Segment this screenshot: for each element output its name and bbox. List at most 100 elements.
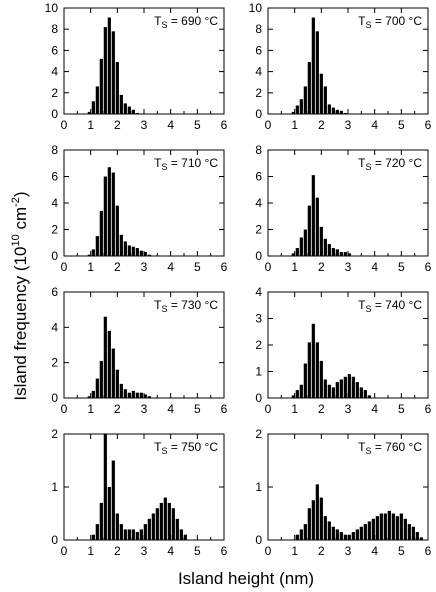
x-tick-label: 4 <box>371 260 378 274</box>
histogram-bar <box>311 17 315 114</box>
histogram-bar <box>135 392 139 398</box>
histogram-bar <box>99 58 103 114</box>
x-tick-label: 5 <box>194 544 201 558</box>
y-tick-label: 8 <box>51 22 58 36</box>
histogram-bar <box>139 250 143 256</box>
panel-temperature-label: TS = 740 °C <box>358 298 422 314</box>
histogram-bar <box>127 529 131 540</box>
x-tick-label: 4 <box>371 402 378 416</box>
histogram-bar <box>119 524 123 540</box>
histogram-bar <box>295 105 299 114</box>
histogram-bar <box>307 508 311 540</box>
histogram-panel: 0 1 2 3 4 5 6 0 1 2 3 4 TS = 740 °C <box>255 285 431 416</box>
histogram-bar <box>115 62 119 114</box>
y-axis-label-close: ) <box>11 191 30 197</box>
x-tick-label: 2 <box>114 260 121 274</box>
y-tick-label: 8 <box>255 143 262 157</box>
histogram-bar <box>107 487 111 540</box>
label-prefix: T <box>154 14 162 28</box>
label-value: = 720 °C <box>372 156 423 170</box>
y-tick-label: 2 <box>255 223 262 237</box>
histogram-bar <box>327 521 331 540</box>
x-tick-label: 6 <box>425 402 432 416</box>
x-tick-label: 5 <box>398 402 405 416</box>
y-tick-label: 2 <box>51 427 58 441</box>
histogram-bar <box>99 210 103 256</box>
histogram-bar <box>291 253 295 256</box>
histogram-bar <box>95 378 99 398</box>
y-tick-label: 4 <box>51 320 58 334</box>
panel-temperature-label: TS = 760 °C <box>358 440 422 456</box>
x-tick-label: 0 <box>61 260 68 274</box>
y-tick-label: 6 <box>255 43 262 57</box>
x-tick-label: 3 <box>345 544 352 558</box>
histogram-bar <box>143 252 147 256</box>
x-tick-label: 0 <box>61 544 68 558</box>
histogram-bar <box>175 518 179 540</box>
y-axis-label-exp: 10 <box>10 234 22 246</box>
histogram-bar <box>135 532 139 540</box>
x-tick-label: 2 <box>318 544 325 558</box>
histogram-bar <box>147 518 151 540</box>
histogram-bar <box>355 529 359 540</box>
histogram-bar <box>307 205 311 256</box>
x-tick-label: 1 <box>87 118 94 132</box>
histogram-bar <box>91 390 95 398</box>
histogram-bar <box>407 524 411 540</box>
x-tick-label: 4 <box>371 118 378 132</box>
label-subscript: S <box>161 446 167 456</box>
histogram-bar <box>147 396 151 398</box>
histogram-panel: 0 1 2 3 4 5 6 0 1 2 TS = 760 °C <box>255 427 431 558</box>
x-tick-label: 6 <box>221 544 228 558</box>
x-tick-label: 5 <box>194 260 201 274</box>
y-tick-label: 0 <box>51 107 58 121</box>
histogram-bar <box>315 197 319 256</box>
panel-temperature-label: TS = 720 °C <box>358 156 422 172</box>
y-axis-label-text: Island frequency (10 <box>11 247 30 401</box>
x-tick-label: 5 <box>194 118 201 132</box>
histogram-bar <box>339 379 343 398</box>
x-tick-label: 4 <box>167 544 174 558</box>
y-tick-label: 0 <box>51 249 58 263</box>
histogram-bar <box>95 524 99 540</box>
label-value: = 700 °C <box>372 14 423 28</box>
histogram-bar <box>99 502 103 540</box>
y-tick-label: 0 <box>255 107 262 121</box>
histogram-bar <box>323 86 327 114</box>
x-tick-label: 4 <box>167 118 174 132</box>
label-subscript: S <box>161 162 167 172</box>
x-tick-label: 1 <box>291 118 298 132</box>
x-tick-label: 0 <box>61 402 68 416</box>
y-tick-label: 8 <box>51 143 58 157</box>
histogram-bar <box>347 534 351 540</box>
histogram-bar <box>323 238 327 256</box>
y-tick-label: 0 <box>255 533 262 547</box>
histogram-panel: 0 1 2 3 4 5 6 0 2 4 6 8 10 TS = 690 °C <box>45 1 228 132</box>
histogram-bar <box>167 502 171 540</box>
histogram-bar <box>103 316 107 398</box>
histogram-bar <box>299 237 303 256</box>
histogram-bar <box>131 529 135 540</box>
histogram-bar <box>119 383 123 398</box>
y-tick-label: 4 <box>51 196 58 210</box>
histogram-bar <box>95 236 99 257</box>
x-tick-label: 3 <box>345 402 352 416</box>
histogram-bar <box>155 508 159 540</box>
histogram-bar <box>151 513 155 540</box>
label-value: = 730 °C <box>168 298 219 312</box>
y-tick-label: 1 <box>255 480 262 494</box>
histogram-bar <box>291 111 295 114</box>
histogram-bar <box>367 521 371 540</box>
histogram-bar <box>347 374 351 398</box>
histogram-bar <box>299 99 303 114</box>
label-subscript: S <box>365 304 371 314</box>
histogram-bar <box>315 484 319 540</box>
histogram-bar <box>123 241 127 256</box>
histogram-bar <box>303 524 307 540</box>
x-tick-label: 1 <box>291 544 298 558</box>
x-tick-label: 1 <box>87 260 94 274</box>
histogram-bar <box>159 502 163 540</box>
x-tick-label: 4 <box>371 544 378 558</box>
